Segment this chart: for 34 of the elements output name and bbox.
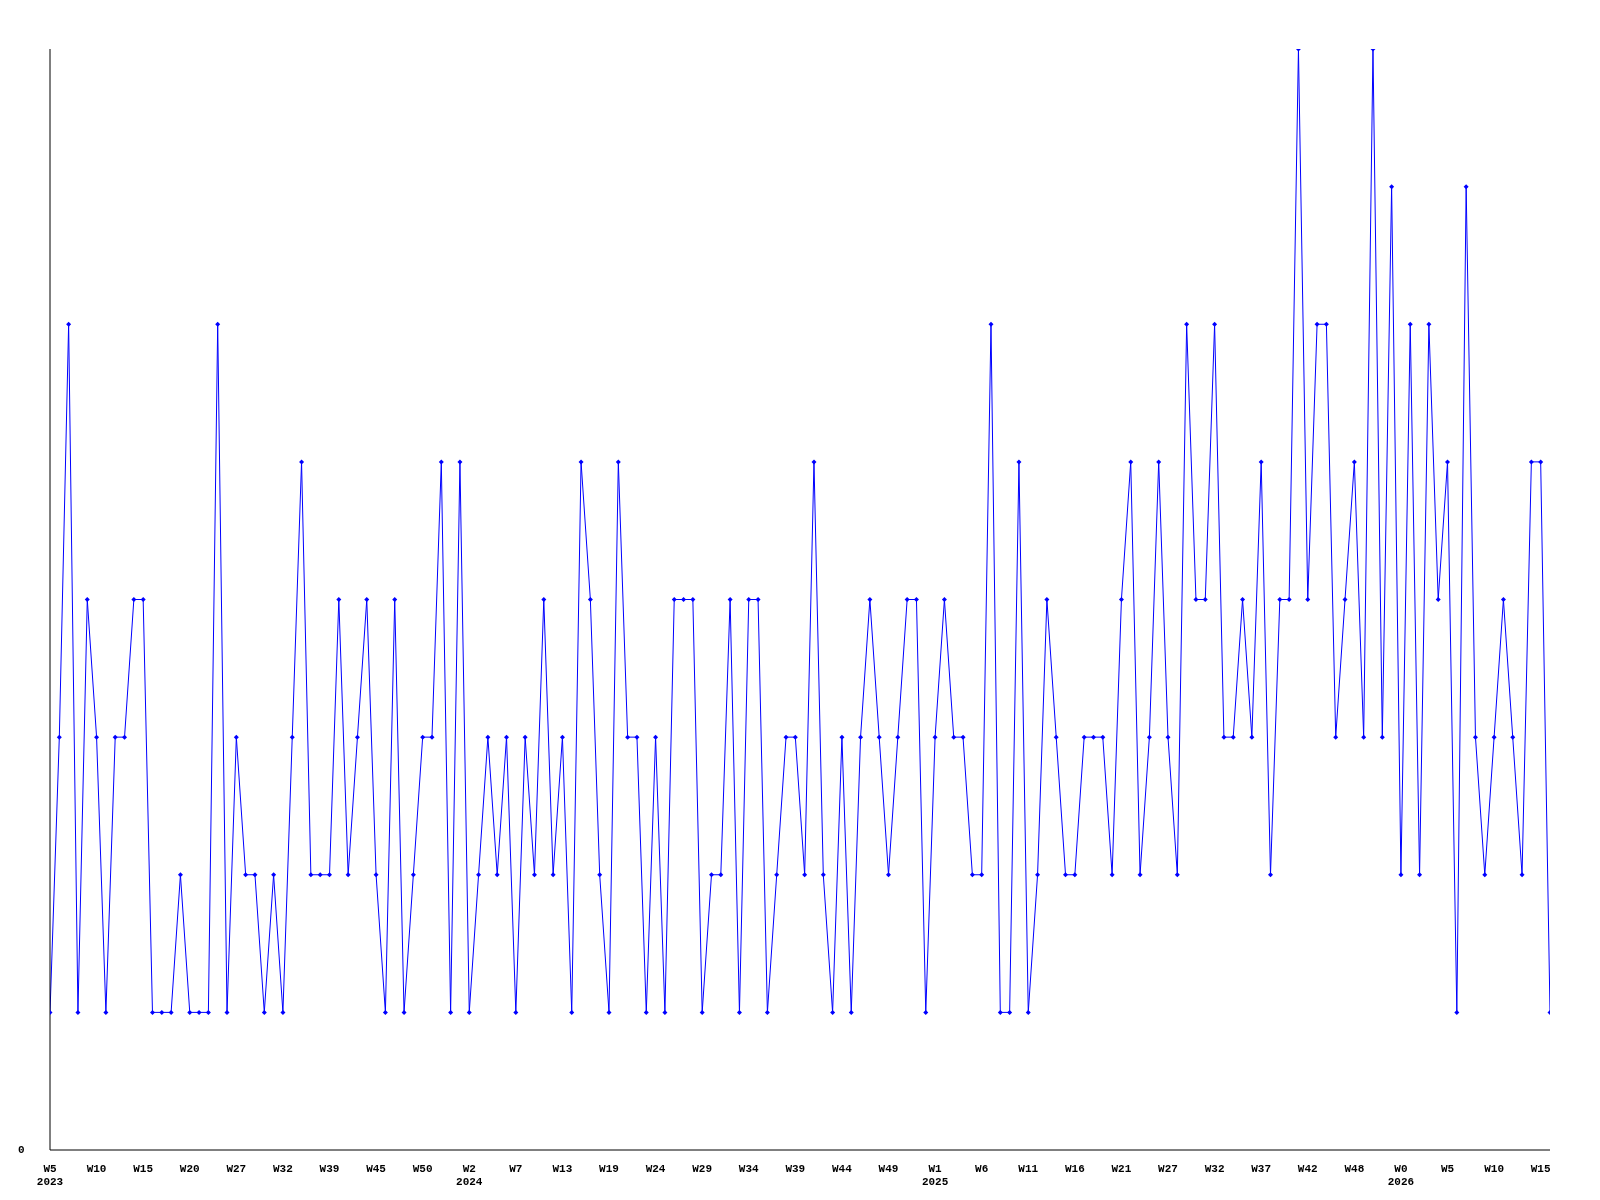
x-tick-label: W5 [1440, 1163, 1455, 1175]
x-tick-label: W24 [645, 1163, 666, 1175]
x-tick-label: W7 [509, 1163, 523, 1175]
x-tick-label: W16 [1064, 1163, 1085, 1175]
x-tick-label: W10 [86, 1163, 107, 1175]
x-tick-label: W32 [273, 1163, 293, 1175]
x-tick-label: W19 [599, 1163, 619, 1175]
x-tick-label: W34 [738, 1163, 760, 1175]
x-tick-label: W13 [552, 1163, 573, 1175]
x-tick-label: W39 [319, 1163, 340, 1175]
x-tick-label: W1 2025 [921, 1163, 949, 1188]
x-tick-label: W10 [1484, 1163, 1505, 1175]
x-tick-label: W5 2023 [36, 1163, 64, 1188]
x-tick-label: W27 [226, 1163, 247, 1175]
x-tick-label: W15 [1530, 1163, 1551, 1175]
x-tick-label: W32 [1204, 1163, 1225, 1175]
x-tick-label: W50 [412, 1163, 433, 1175]
x-tick-label: W42 [1297, 1163, 1318, 1175]
x-tick-label: W48 [1344, 1163, 1365, 1175]
x-tick-label: W29 [692, 1163, 713, 1175]
text: 0 [18, 1144, 25, 1156]
x-tick-label: W27 [1158, 1163, 1178, 1175]
x-tick-label: W11 [1018, 1163, 1039, 1175]
x-tick-label: W21 [1111, 1163, 1132, 1175]
x-tick-label: W6 [975, 1163, 989, 1175]
x-tick-label: W0 2026 [1387, 1163, 1415, 1188]
x-tick-label: W39 [785, 1163, 806, 1175]
x-tick-label: W45 [366, 1163, 387, 1175]
x-tick-label: W20 [179, 1163, 200, 1175]
x-tick-label: W44 [832, 1163, 853, 1175]
x-tick-label: W2 2024 [456, 1163, 483, 1188]
x-tick-label: W15 [133, 1163, 154, 1175]
x-tick-label: W37 [1251, 1163, 1272, 1175]
x-tick-label: W49 [878, 1163, 899, 1175]
